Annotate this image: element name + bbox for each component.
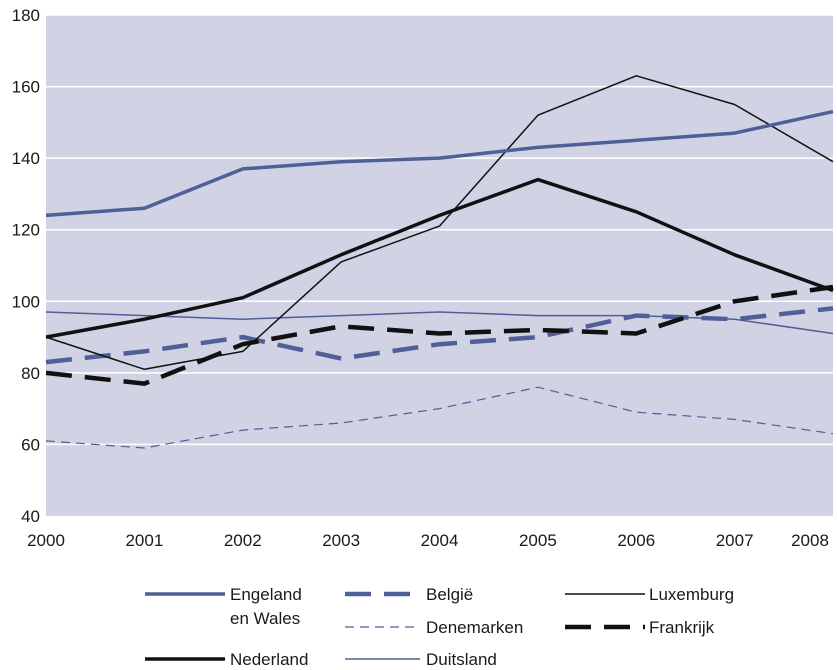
legend-label: Luxemburg [649,585,734,604]
x-tick-label: 2004 [421,531,459,550]
legend-label: Frankrijk [649,618,715,637]
legend: Engeland en Wales België Luxemburg Denemarke… [145,585,734,669]
x-tick-label: 2003 [322,531,360,550]
y-tick-label: 120 [12,221,40,240]
y-tick-label: 60 [21,435,40,454]
series-line-frankrijk [45,284,834,386]
y-tick-label: 160 [12,78,40,97]
x-axis-tick-labels: 2000 2001 2002 2003 2004 2005 2006 2007 2008 [27,531,829,550]
series-lines [45,75,834,449]
x-tick-label: 2007 [716,531,754,550]
legend-item-engeland: Engeland en Wales [145,585,302,628]
y-axis-tick-labels: 40 60 80 100 120 140 160 180 [12,6,40,526]
legend-label: Engeland en Wales [230,585,302,628]
series-line-belgi [45,306,834,365]
y-tick-label: 140 [12,149,40,168]
legend-label: Nederland [230,650,308,669]
legend-item-belgi: België [345,585,473,604]
series-line-engeland [45,109,834,218]
plot-area [46,15,833,516]
x-tick-label: 2008 [791,531,829,550]
x-tick-label: 2006 [617,531,655,550]
legend-label: België [426,585,473,604]
legend-item-luxemburg: Luxemburg [565,585,734,604]
legend-item-nederland: Nederland [145,650,308,669]
legend-label: Duitsland [426,650,497,669]
x-tick-label: 2001 [125,531,163,550]
y-tick-label: 100 [12,292,40,311]
legend-label: Denemarken [426,618,523,637]
y-tick-label: 180 [12,6,40,25]
legend-item-frankrijk: Frankrijk [565,618,715,637]
x-tick-label: 2005 [519,531,557,550]
x-tick-label: 2002 [224,531,262,550]
legend-item-denemarken: Denemarken [345,618,523,637]
y-tick-label: 80 [21,364,40,383]
legend-item-duitsland: Duitsland [345,650,497,669]
series-line-nederland [45,177,834,339]
x-tick-label: 2000 [27,531,65,550]
series-line-luxemburg [45,75,834,371]
y-tick-label: 40 [21,507,40,526]
series-line-denemarken [45,386,834,449]
